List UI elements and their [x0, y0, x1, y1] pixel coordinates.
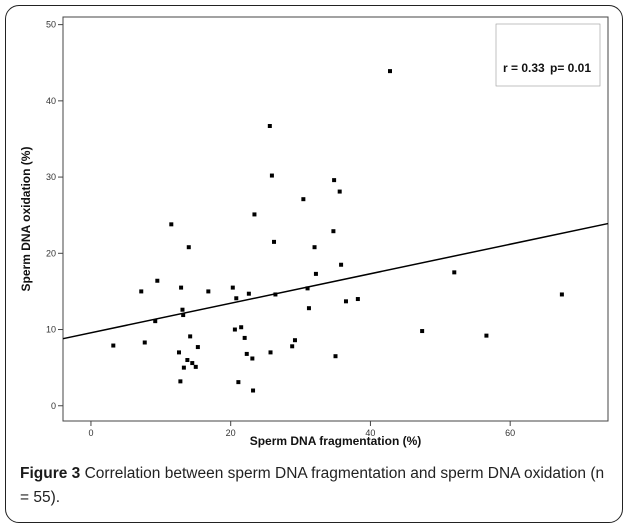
r-value: r = 0.33: [503, 61, 545, 75]
data-point: [559, 292, 564, 297]
data-point: [355, 297, 360, 302]
data-point: [246, 291, 251, 296]
data-point: [230, 285, 235, 290]
data-point: [142, 340, 147, 345]
y-tick-label: 0: [51, 401, 56, 411]
y-tick-label: 40: [46, 96, 56, 106]
figure-label: Figure 3: [20, 465, 81, 482]
y-tick-label: 20: [46, 248, 56, 258]
data-point: [190, 361, 195, 366]
x-tick-label: 40: [365, 428, 375, 438]
y-tick-label: 10: [46, 325, 56, 335]
data-point: [306, 306, 311, 311]
data-point: [239, 325, 244, 330]
data-point: [313, 271, 318, 276]
data-point: [111, 343, 116, 348]
data-point: [206, 289, 211, 294]
data-point: [273, 292, 278, 297]
data-point: [452, 270, 457, 275]
data-point: [339, 262, 344, 267]
data-point: [267, 124, 272, 129]
scatter-chart: 0 10 20 30 40 50 0 20 40 60 r = 0.33 p= 0.01 Spe…: [19, 16, 609, 448]
x-axis-title: Sperm DNA fragmentation (%): [250, 434, 422, 448]
y-axis: 0 10 20 30 40 50: [46, 20, 63, 411]
data-point: [234, 296, 239, 301]
y-tick-label: 30: [46, 172, 56, 182]
data-point: [242, 335, 247, 340]
data-points: [111, 69, 564, 393]
data-point: [180, 307, 185, 312]
x-tick-label: 60: [505, 428, 515, 438]
p-value: p= 0.01: [550, 61, 591, 75]
data-point: [244, 351, 249, 356]
data-point: [333, 354, 338, 359]
data-point: [153, 319, 158, 324]
data-point: [332, 178, 337, 183]
data-point: [292, 338, 297, 343]
data-point: [305, 286, 310, 291]
data-point: [185, 358, 190, 363]
data-point: [181, 365, 186, 370]
data-point: [331, 229, 336, 234]
data-point: [193, 364, 198, 369]
x-axis: 0 20 40 60: [88, 421, 515, 438]
data-point: [236, 380, 241, 385]
data-point: [188, 334, 193, 339]
data-point: [388, 69, 392, 74]
x-tick-label: 0: [88, 428, 93, 438]
data-point: [155, 278, 160, 283]
data-point: [186, 245, 191, 250]
figure-caption: Figure 3 Correlation between sperm DNA f…: [20, 462, 610, 510]
data-point: [301, 197, 306, 202]
data-point: [484, 333, 489, 338]
data-point: [337, 189, 342, 194]
data-point: [169, 222, 174, 227]
data-point: [139, 289, 144, 294]
x-tick-label: 20: [226, 428, 236, 438]
stats-box: [495, 23, 601, 87]
y-axis-title: Sperm DNA oxidation (%): [19, 147, 33, 292]
caption-end: .: [55, 489, 61, 506]
data-point: [250, 356, 255, 361]
data-point: [252, 212, 257, 217]
data-point: [195, 345, 200, 350]
data-point: [251, 388, 256, 393]
data-point: [268, 350, 273, 355]
data-point: [343, 299, 348, 304]
data-point: [232, 327, 237, 332]
data-point: [181, 313, 186, 318]
data-point: [290, 344, 295, 349]
data-point: [178, 379, 183, 384]
data-point: [176, 350, 181, 355]
y-tick-label: 50: [46, 20, 56, 30]
data-point: [312, 245, 317, 250]
data-point: [179, 285, 184, 290]
data-point: [420, 329, 425, 334]
caption-text: Correlation between sperm DNA fragmentat…: [20, 465, 605, 506]
data-point: [272, 239, 277, 244]
data-point: [269, 173, 274, 178]
